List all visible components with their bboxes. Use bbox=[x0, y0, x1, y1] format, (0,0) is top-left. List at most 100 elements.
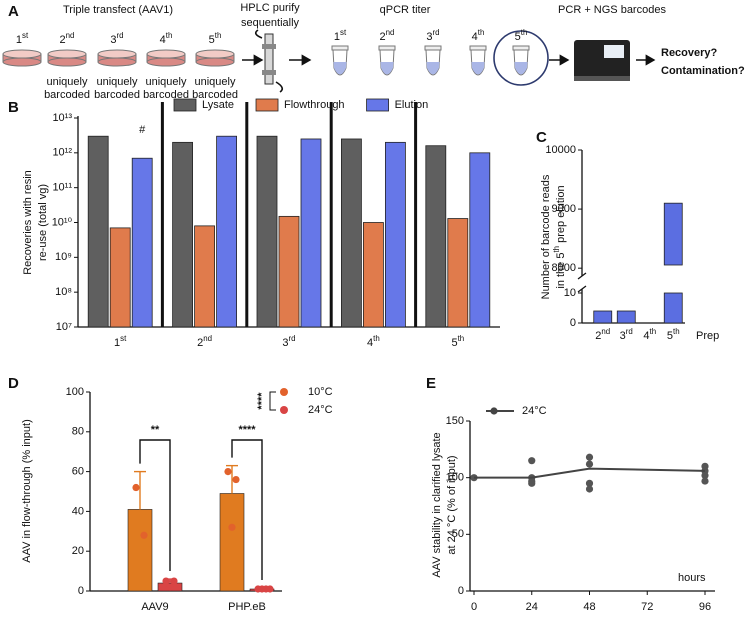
plate-label: 4th bbox=[160, 31, 173, 46]
y-tick-label: 10¹³ bbox=[52, 112, 72, 124]
dish-top bbox=[97, 49, 137, 59]
legend-label: 10°C bbox=[308, 386, 333, 398]
legend-swatch bbox=[255, 98, 279, 112]
column-band bbox=[262, 70, 276, 75]
question: Contamination? bbox=[661, 65, 745, 77]
bar bbox=[663, 292, 683, 324]
y-axis-label: Number of barcode reads bbox=[540, 174, 552, 299]
dish-bottom bbox=[195, 57, 235, 67]
panel-letter: B bbox=[8, 99, 19, 116]
legend-swatch bbox=[366, 98, 389, 112]
plate-note: uniquely bbox=[47, 76, 88, 88]
y-tick-label: 9000 bbox=[552, 203, 576, 215]
dish-top bbox=[47, 49, 87, 59]
bar bbox=[256, 135, 278, 328]
axis-break bbox=[577, 272, 587, 280]
x-tick-label: 24 bbox=[526, 601, 538, 613]
bar bbox=[362, 222, 384, 328]
bar bbox=[219, 493, 245, 592]
data-point bbox=[166, 583, 174, 591]
data-point bbox=[528, 479, 536, 487]
bar bbox=[663, 202, 683, 266]
y-tick-label: 60 bbox=[72, 466, 84, 478]
step-title: qPCR titer bbox=[380, 4, 431, 16]
x-tick-label: 5th bbox=[451, 334, 464, 349]
tube-liquid bbox=[380, 62, 394, 75]
y-tick-label: 10⁸ bbox=[55, 286, 72, 298]
bar bbox=[127, 509, 153, 592]
highlight-circle bbox=[493, 30, 549, 86]
dish-top bbox=[2, 49, 42, 59]
x-tick-label: 3rd bbox=[620, 327, 633, 342]
y-tick-label: 0 bbox=[458, 585, 464, 597]
y-tick-label: 80 bbox=[72, 426, 84, 438]
dish-bottom bbox=[47, 57, 87, 67]
significance-bracket bbox=[139, 439, 171, 572]
bar bbox=[469, 152, 491, 328]
plate-label: 2nd bbox=[60, 31, 75, 46]
tube-label: 4th bbox=[472, 28, 485, 43]
tube-label: 1st bbox=[334, 28, 347, 43]
step-title: sequentially bbox=[241, 17, 300, 29]
panel-letter: E bbox=[426, 375, 436, 392]
tube-cap bbox=[331, 45, 349, 51]
x-tick-label: 0 bbox=[471, 601, 477, 613]
data-point bbox=[528, 457, 536, 465]
sequencer-base bbox=[574, 76, 630, 81]
y-tick-label: 150 bbox=[446, 415, 464, 427]
data-point bbox=[224, 468, 232, 476]
annotation: # bbox=[139, 124, 146, 136]
data-point bbox=[266, 585, 274, 593]
y-tick-label: 100 bbox=[446, 472, 464, 484]
x-tick-label: PHP.eB bbox=[228, 601, 266, 613]
tube-label: 2nd bbox=[380, 28, 395, 43]
bar bbox=[131, 157, 153, 328]
x-tick-label: 72 bbox=[641, 601, 653, 613]
data-point bbox=[701, 471, 709, 479]
bar bbox=[194, 225, 216, 328]
y-tick-label: 20 bbox=[72, 545, 84, 557]
y-tick-label: 8000 bbox=[552, 262, 576, 274]
y-tick-label: 10⁹ bbox=[55, 251, 72, 263]
y-tick-label: 10⁷ bbox=[56, 321, 72, 333]
tube-liquid bbox=[333, 62, 347, 75]
plate-note: uniquely bbox=[97, 76, 138, 88]
tube-cap bbox=[378, 45, 396, 51]
x-tick-label: 48 bbox=[583, 601, 595, 613]
dish-top bbox=[146, 49, 186, 59]
legend-marker bbox=[280, 406, 288, 414]
tube-liquid bbox=[471, 62, 485, 75]
data-point bbox=[701, 477, 709, 485]
cycle-arrow bbox=[254, 29, 263, 39]
question: Recovery? bbox=[661, 47, 718, 59]
y-tick-label: 50 bbox=[452, 528, 464, 540]
data-point bbox=[170, 577, 178, 585]
data-point bbox=[585, 479, 594, 487]
tube-label: 3rd bbox=[426, 28, 439, 43]
step-title: HPLC purify bbox=[240, 2, 300, 14]
y-axis-label: AAV in flow-through (% input) bbox=[21, 419, 33, 562]
legend-label: 24°C bbox=[522, 405, 547, 417]
x-tick-label: AAV9 bbox=[141, 601, 168, 613]
cycle-arrow bbox=[275, 81, 284, 93]
bar bbox=[172, 141, 194, 328]
bar bbox=[593, 310, 613, 324]
plate-note: barcoded bbox=[143, 89, 189, 101]
x-tick-label: 2nd bbox=[197, 334, 212, 349]
y-axis-label: Recoveries with resin bbox=[22, 170, 34, 275]
dish-bottom bbox=[146, 57, 186, 67]
column-band bbox=[262, 44, 276, 49]
bar bbox=[384, 141, 406, 328]
plate-label: 3rd bbox=[110, 31, 123, 46]
legend-label: Lysate bbox=[202, 99, 234, 111]
data-point bbox=[132, 483, 140, 492]
data-point bbox=[162, 577, 170, 585]
x-tick-label: 1st bbox=[114, 334, 127, 349]
y-tick-label: 10¹² bbox=[52, 147, 72, 159]
plate-note: uniquely bbox=[146, 76, 187, 88]
bar bbox=[300, 138, 322, 328]
data-point bbox=[232, 475, 240, 484]
y-axis-label: in the 5th prep elution bbox=[552, 185, 567, 288]
legend-label: 24°C bbox=[308, 404, 333, 416]
plate-note: barcoded bbox=[94, 89, 140, 101]
